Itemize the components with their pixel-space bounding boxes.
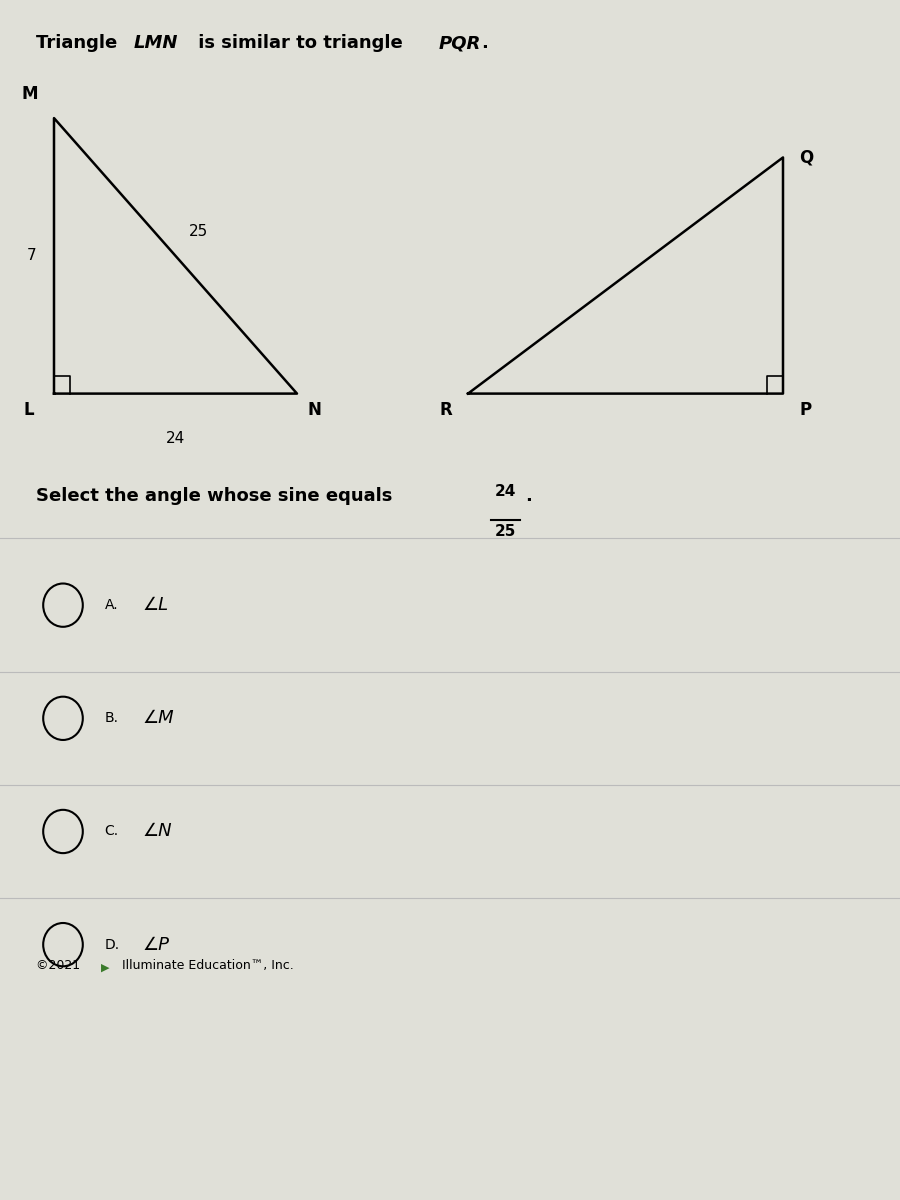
Text: is similar to triangle: is similar to triangle [192,35,409,53]
Text: .: . [526,487,533,505]
Text: D.: D. [104,937,120,952]
Text: .: . [482,35,489,53]
Text: 24: 24 [166,431,185,446]
Text: 7: 7 [26,248,36,263]
Text: R: R [439,402,452,420]
Text: PQR: PQR [438,35,481,53]
Text: ∠N: ∠N [142,822,172,840]
Text: Q: Q [799,149,814,167]
Text: Triangle: Triangle [36,35,123,53]
Text: B.: B. [104,712,119,725]
Text: ▶: ▶ [101,962,109,972]
Text: 25: 25 [495,524,517,540]
Text: C.: C. [104,824,119,839]
Text: M: M [22,85,38,103]
Text: L: L [23,402,34,420]
Text: ∠M: ∠M [142,709,174,727]
Text: LMN: LMN [133,35,177,53]
Text: 24: 24 [495,484,517,499]
Text: ©2021: ©2021 [36,959,84,972]
Text: Select the angle whose sine equals: Select the angle whose sine equals [36,487,392,505]
Text: ∠P: ∠P [142,936,169,954]
Text: N: N [308,402,321,420]
Text: A.: A. [104,598,118,612]
Text: 25: 25 [189,223,208,239]
Text: ∠L: ∠L [142,596,168,614]
Text: P: P [799,402,811,420]
Text: Illuminate Education™, Inc.: Illuminate Education™, Inc. [122,959,293,972]
